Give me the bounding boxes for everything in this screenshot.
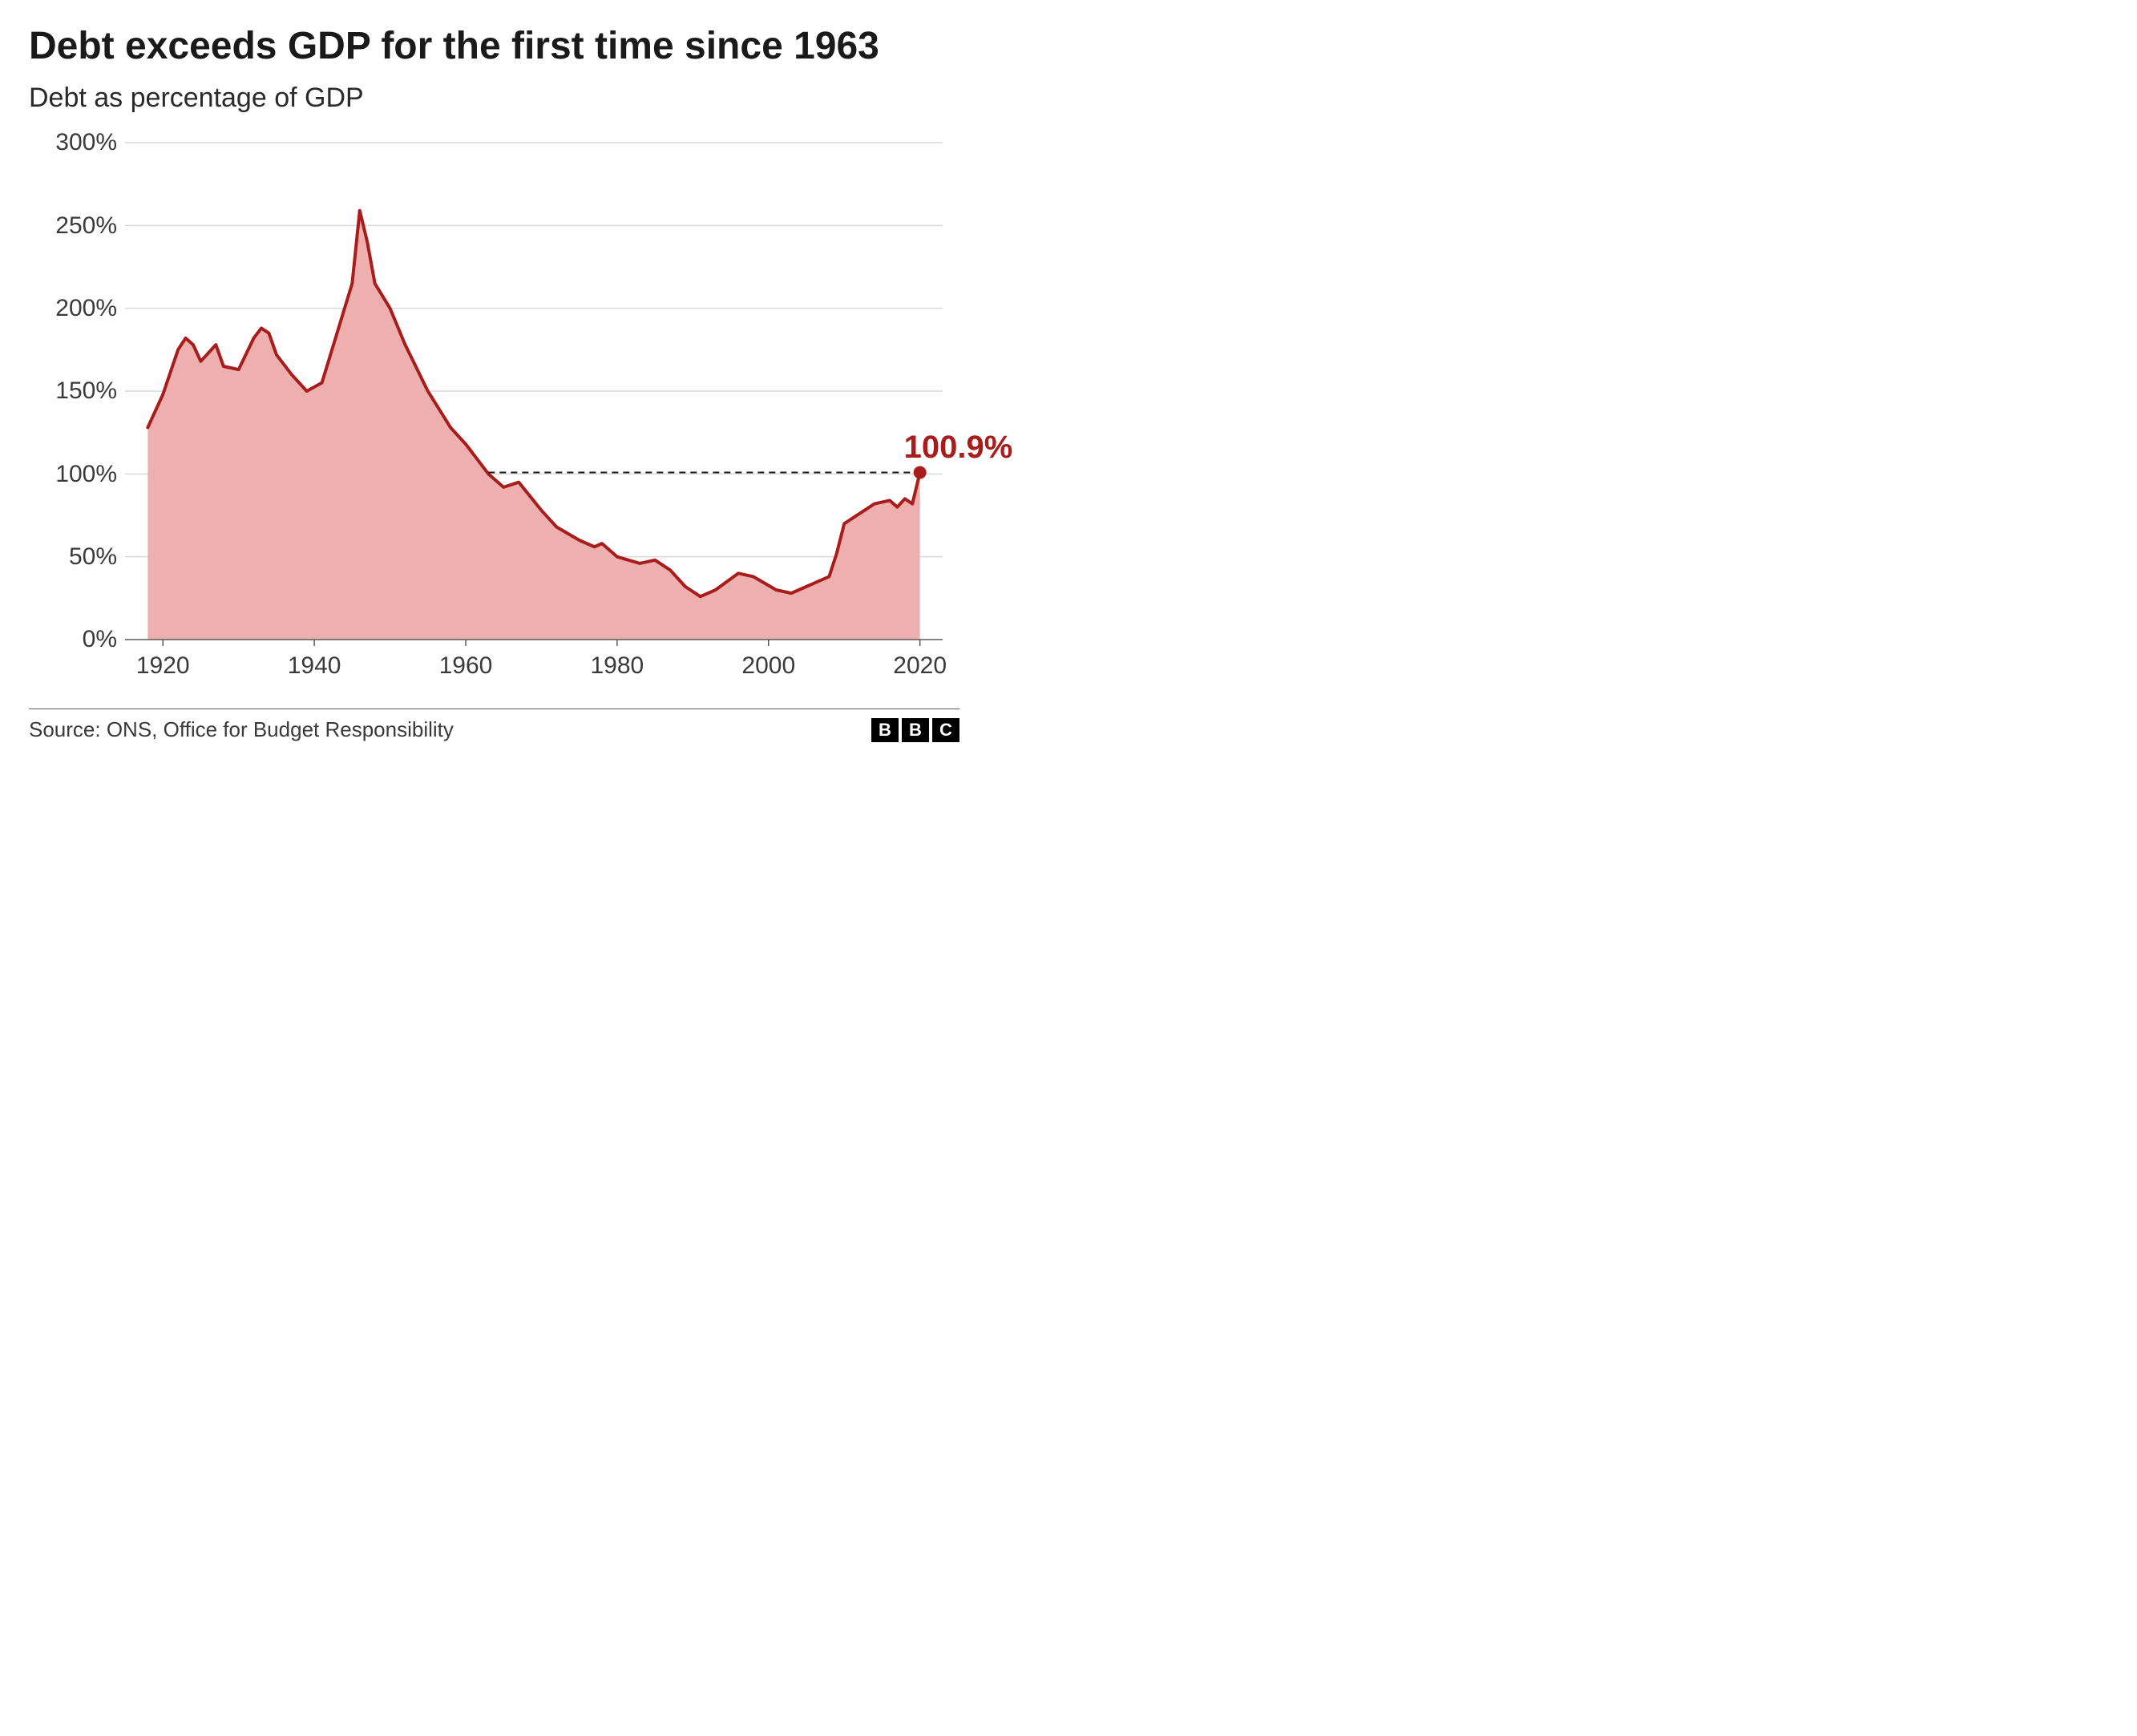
y-tick-label: 150% bbox=[29, 377, 117, 405]
y-tick-label: 100% bbox=[29, 461, 117, 488]
x-tick-label: 1920 bbox=[136, 652, 190, 680]
y-tick-label: 200% bbox=[29, 295, 117, 322]
y-tick-label: 50% bbox=[29, 543, 117, 571]
chart-plot-area: 0%50%100%150%200%250%300%192019401960198… bbox=[29, 135, 959, 684]
bbc-logo: B B C bbox=[871, 718, 959, 742]
bbc-logo-c: C bbox=[932, 718, 959, 742]
y-tick-label: 250% bbox=[29, 212, 117, 240]
x-tick-label: 2020 bbox=[893, 652, 947, 680]
x-tick-label: 1940 bbox=[288, 652, 341, 680]
y-tick-label: 300% bbox=[29, 129, 117, 156]
chart-title: Debt exceeds GDP for the first time sinc… bbox=[29, 24, 959, 68]
footer-row: Source: ONS, Office for Budget Responsib… bbox=[29, 717, 959, 742]
endpoint-annotation: 100.9% bbox=[904, 430, 1013, 466]
chart-subtitle: Debt as percentage of GDP bbox=[29, 83, 959, 114]
x-tick-label: 1980 bbox=[591, 652, 644, 680]
x-tick-label: 2000 bbox=[741, 652, 795, 680]
bbc-logo-b2: B bbox=[902, 718, 929, 742]
bbc-logo-b1: B bbox=[871, 718, 899, 742]
y-tick-label: 0% bbox=[29, 626, 117, 653]
chart-container: Debt exceeds GDP for the first time sinc… bbox=[0, 0, 988, 761]
x-tick-label: 1960 bbox=[439, 652, 493, 680]
source-text: Source: ONS, Office for Budget Responsib… bbox=[29, 717, 454, 742]
